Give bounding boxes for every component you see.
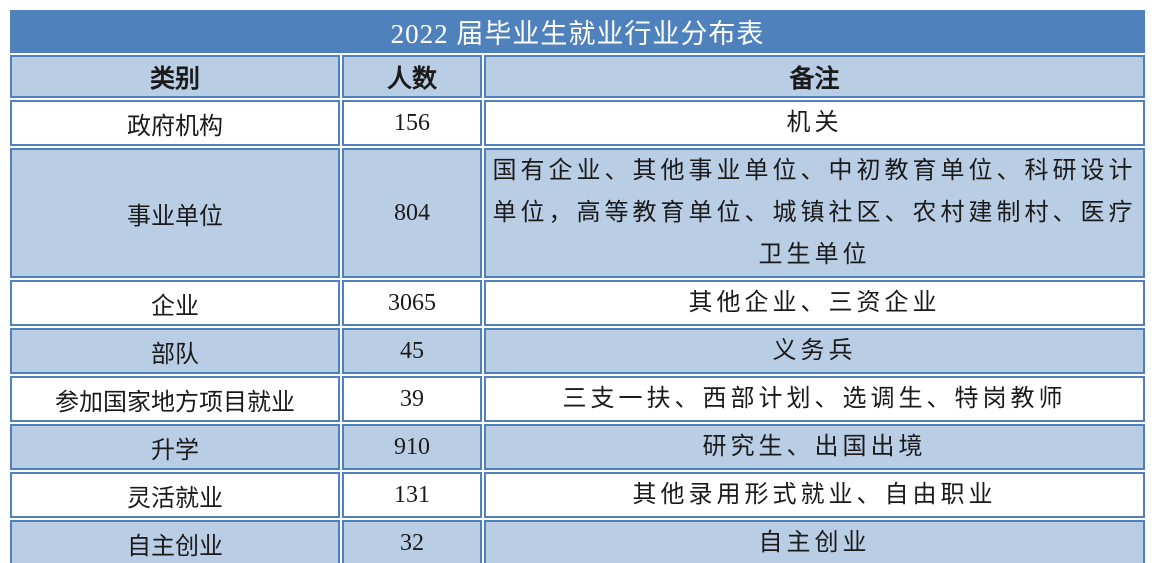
note-cell: 三支一扶、西部计划、选调生、特岗教师 — [484, 376, 1145, 422]
category-cell: 自主创业 — [10, 520, 340, 563]
category-cell: 升学 — [10, 424, 340, 470]
note-cell: 机关 — [484, 100, 1145, 146]
table-row: 灵活就业 131 其他录用形式就业、自由职业 — [10, 472, 1145, 518]
table-row: 企业 3065 其他企业、三资企业 — [10, 280, 1145, 326]
table-title: 2022 届毕业生就业行业分布表 — [10, 10, 1145, 53]
table-row: 升学 910 研究生、出国出境 — [10, 424, 1145, 470]
column-header-category: 类别 — [10, 55, 340, 98]
category-cell: 事业单位 — [10, 148, 340, 278]
category-cell: 参加国家地方项目就业 — [10, 376, 340, 422]
count-cell: 32 — [342, 520, 482, 563]
table-row: 政府机构 156 机关 — [10, 100, 1145, 146]
note-cell: 义务兵 — [484, 328, 1145, 374]
table-row: 事业单位 804 国有企业、其他事业单位、中初教育单位、科研设计单位，高等教育单… — [10, 148, 1145, 278]
note-cell: 其他录用形式就业、自由职业 — [484, 472, 1145, 518]
column-header-note: 备注 — [484, 55, 1145, 98]
category-cell: 灵活就业 — [10, 472, 340, 518]
category-cell: 部队 — [10, 328, 340, 374]
title-row: 2022 届毕业生就业行业分布表 — [10, 10, 1145, 53]
count-cell: 39 — [342, 376, 482, 422]
count-cell: 910 — [342, 424, 482, 470]
category-cell: 政府机构 — [10, 100, 340, 146]
note-cell: 自主创业 — [484, 520, 1145, 563]
note-cell: 国有企业、其他事业单位、中初教育单位、科研设计单位，高等教育单位、城镇社区、农村… — [484, 148, 1145, 278]
count-cell: 156 — [342, 100, 482, 146]
note-cell: 其他企业、三资企业 — [484, 280, 1145, 326]
employment-distribution-table: 2022 届毕业生就业行业分布表 类别 人数 备注 政府机构 156 机关 事业… — [8, 8, 1147, 563]
category-cell: 企业 — [10, 280, 340, 326]
count-cell: 804 — [342, 148, 482, 278]
table-row: 参加国家地方项目就业 39 三支一扶、西部计划、选调生、特岗教师 — [10, 376, 1145, 422]
column-header-count: 人数 — [342, 55, 482, 98]
count-cell: 131 — [342, 472, 482, 518]
note-cell: 研究生、出国出境 — [484, 424, 1145, 470]
header-row: 类别 人数 备注 — [10, 55, 1145, 98]
count-cell: 3065 — [342, 280, 482, 326]
count-cell: 45 — [342, 328, 482, 374]
table-row: 自主创业 32 自主创业 — [10, 520, 1145, 563]
table-row: 部队 45 义务兵 — [10, 328, 1145, 374]
